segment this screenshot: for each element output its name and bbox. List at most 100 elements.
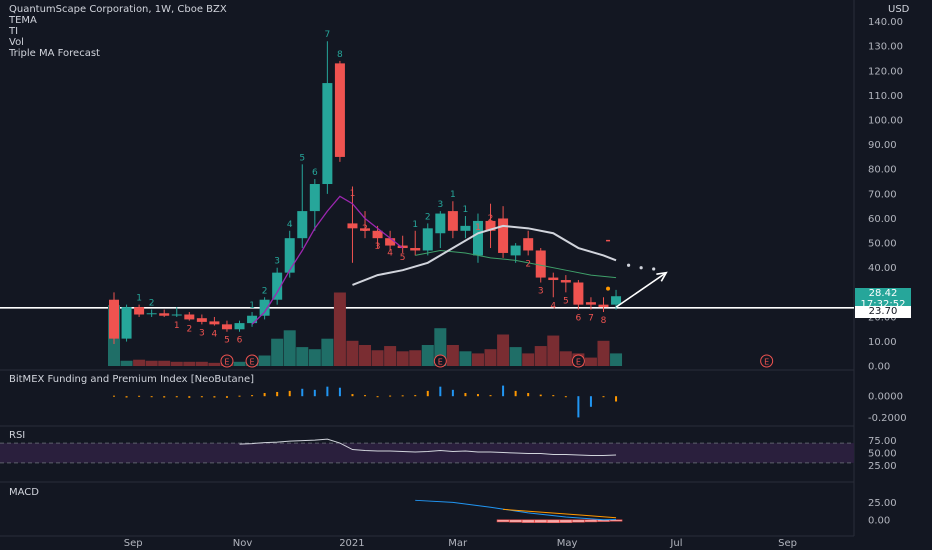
price-axis-tick: 110.00 — [868, 91, 903, 102]
candle-body — [209, 321, 220, 325]
funding-bar — [338, 387, 341, 397]
price-axis-tick: 40.00 — [868, 263, 897, 274]
td-count-label: 1 — [412, 220, 418, 230]
funding-bar — [125, 396, 128, 398]
funding-bar — [301, 388, 304, 397]
funding-pane-label[interactable]: BitMEX Funding and Premium Index [NeoBut… — [9, 374, 255, 385]
td-count-label: 3 — [538, 286, 544, 296]
macd-line — [415, 499, 617, 521]
funding-axis-tick: 0.0000 — [868, 392, 903, 403]
candle-body — [109, 299, 119, 339]
volume-bar — [497, 334, 510, 366]
chart-title[interactable]: QuantumScape Corporation, 1W, Cboe BZX — [9, 4, 227, 15]
td-count-label: 2 — [186, 325, 192, 335]
volume-bar — [559, 351, 572, 366]
funding-bar — [138, 395, 141, 397]
volume-bar — [547, 335, 560, 366]
candle-body — [535, 250, 546, 278]
funding-bar — [589, 396, 592, 407]
funding-bar — [539, 394, 542, 397]
volume-bar — [371, 350, 384, 366]
funding-bar — [476, 394, 479, 397]
indicator-tema-label[interactable]: TEMA — [9, 15, 37, 26]
volume-bar — [384, 346, 397, 366]
indicator-ti-label[interactable]: TI — [9, 26, 19, 37]
funding-bar — [514, 390, 517, 397]
td-count-label: 1 — [249, 301, 255, 311]
td-count-label: 3 — [274, 257, 280, 267]
macd-histogram-bar — [584, 519, 598, 523]
funding-bar — [326, 386, 329, 397]
volume-bar — [333, 292, 346, 366]
funding-bar — [213, 396, 216, 398]
price-axis-tick: 90.00 — [868, 140, 897, 151]
volume-bar — [271, 338, 284, 366]
rsi-axis-tick: 50.00 — [868, 449, 897, 460]
rsi-axis-tick: 75.00 — [868, 436, 897, 447]
funding-bar — [113, 395, 115, 397]
volume-bar — [421, 345, 434, 366]
td-count-label: 2 — [525, 259, 531, 269]
volume-bar — [233, 361, 246, 366]
candle-body — [171, 314, 182, 316]
td-count-label: 7 — [588, 314, 594, 324]
funding-bar — [401, 395, 404, 397]
volume-bar — [396, 351, 409, 366]
candle-body — [272, 272, 283, 300]
funding-bar — [389, 395, 392, 397]
td-count-label: 7 — [324, 30, 330, 40]
funding-bar — [451, 389, 454, 397]
indicator-vol-label[interactable]: Vol — [9, 37, 24, 48]
price-axis-tick: 140.00 — [868, 17, 903, 28]
candle-body — [121, 307, 132, 339]
macd-histogram-bar — [559, 519, 573, 523]
funding-bar — [439, 386, 442, 397]
td-count-label: 5 — [224, 336, 230, 346]
td-count-label: 1 — [350, 189, 356, 199]
ma-forecast-line — [352, 224, 617, 286]
funding-bar — [225, 396, 228, 398]
funding-axis-tick: -0.2000 — [868, 413, 907, 424]
candle-body — [309, 184, 320, 212]
earnings-marker — [760, 354, 774, 368]
candle-body — [297, 211, 308, 239]
td-count-label: 4 — [287, 220, 293, 230]
candle-body — [460, 225, 471, 231]
funding-bar — [251, 395, 254, 397]
indicator-triple-ma-label[interactable]: Triple MA Forecast — [9, 48, 100, 59]
candle-body — [472, 220, 483, 256]
candle-body — [284, 238, 295, 273]
candle-body — [360, 228, 371, 231]
macd-histogram-bar — [496, 519, 510, 523]
earnings-marker-label: E — [576, 358, 581, 367]
macd-pane-label[interactable]: MACD — [9, 487, 39, 498]
signal-marker — [606, 286, 611, 291]
macd-histogram-bar — [534, 519, 548, 523]
funding-bar — [552, 395, 555, 397]
candle-body — [485, 220, 496, 231]
earnings-marker-label: E — [438, 358, 443, 367]
candle-body — [611, 296, 622, 305]
candle-body — [234, 323, 245, 330]
currency-label[interactable]: USD — [888, 4, 910, 15]
macd-axis-tick: 0.00 — [868, 515, 890, 526]
time-axis-tick: May — [557, 538, 578, 549]
volume-bar — [145, 360, 158, 366]
td-count-label: 4 — [387, 248, 393, 258]
td-count-label: 2 — [362, 224, 368, 234]
price-axis-tick: 50.00 — [868, 239, 897, 250]
candle-body — [498, 218, 509, 253]
volume-bar — [509, 347, 522, 366]
rsi-pane-label[interactable]: RSI — [9, 430, 26, 441]
price-axis-tick: 120.00 — [868, 66, 903, 77]
forecast-arrow-shaft — [615, 271, 667, 308]
candle-body — [397, 245, 408, 249]
earnings-marker — [433, 354, 447, 368]
volume-bar — [183, 361, 196, 366]
candle-body — [447, 211, 458, 231]
candle-body — [422, 228, 433, 251]
volume-bar — [446, 345, 459, 366]
funding-bar — [200, 396, 203, 398]
